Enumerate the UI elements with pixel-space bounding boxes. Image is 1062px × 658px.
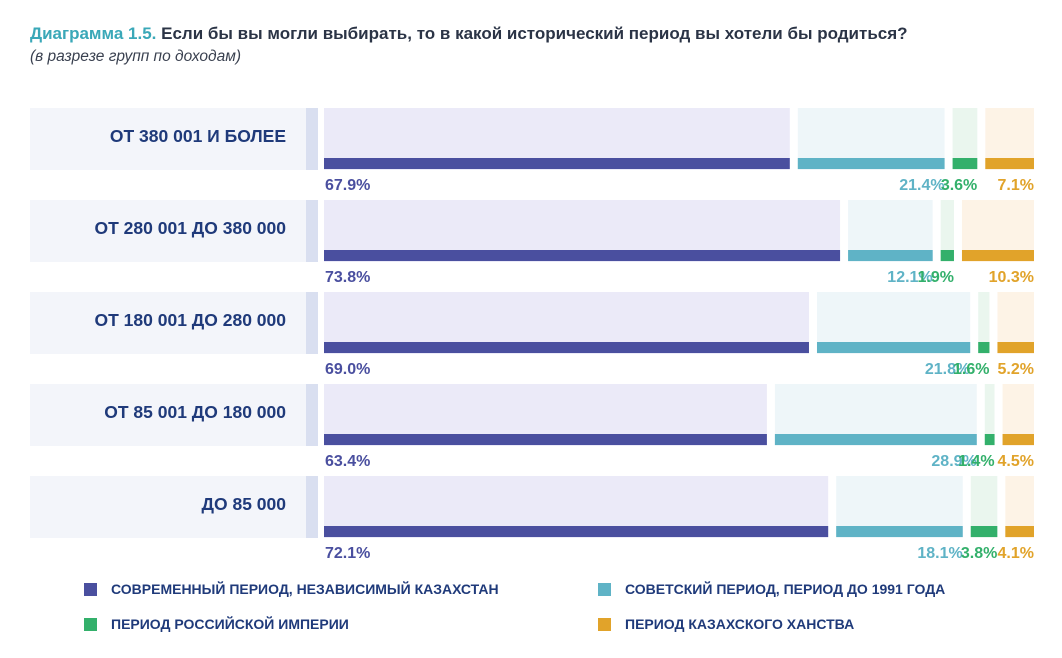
chart-number: Диаграмма 1.5. xyxy=(30,24,157,43)
data-label-soviet: 12.1% xyxy=(887,269,932,286)
data-label-modern: 69.0% xyxy=(325,361,370,378)
bar-soviet xyxy=(774,434,977,445)
category-label-bg xyxy=(30,292,306,354)
legend-item-modern: СОВРЕМЕННЫЙ ПЕРИОД, НЕЗАВИСИМЫЙ КАЗАХСТА… xyxy=(84,581,499,597)
category-label-bg xyxy=(30,384,306,446)
legend-label-kazakh-khanate: ПЕРИОД КАЗАХСКОГО ХАНСТВА xyxy=(625,616,855,632)
bar-kazakh-khanate xyxy=(985,158,1034,169)
legend-label-soviet: СОВЕТСКИЙ ПЕРИОД, ПЕРИОД ДО 1991 ГОДА xyxy=(625,581,946,597)
bar-russian-empire xyxy=(970,526,998,537)
data-label-soviet: 18.1% xyxy=(917,545,962,562)
bar-kazakh-khanate xyxy=(961,250,1034,261)
bar-soviet xyxy=(797,158,945,169)
bar-bg-russian-empire xyxy=(940,200,954,262)
data-label-russian-empire: 3.6% xyxy=(941,177,977,194)
bar-soviet xyxy=(816,342,971,353)
legend-item-russian-empire: ПЕРИОД РОССИЙСКОЙ ИМПЕРИИ xyxy=(84,616,349,632)
data-label-kazakh-khanate: 10.3% xyxy=(989,269,1034,286)
category-separator xyxy=(306,200,318,262)
bar-modern xyxy=(324,342,809,353)
data-label-soviet: 21.8% xyxy=(925,361,970,378)
bar-bg-russian-empire xyxy=(984,384,995,446)
category-label-bg xyxy=(30,108,306,170)
data-label-kazakh-khanate: 5.2% xyxy=(998,361,1034,378)
category-label-bg xyxy=(30,200,306,262)
category-label: ДО 85 000 xyxy=(202,494,287,514)
data-label-russian-empire: 1.4% xyxy=(958,453,994,470)
legend-item-kazakh-khanate: ПЕРИОД КАЗАХСКОГО ХАНСТВА xyxy=(598,616,854,632)
data-label-kazakh-khanate: 4.5% xyxy=(998,453,1034,470)
category-label: ОТ 280 001 ДО 380 000 xyxy=(95,218,287,238)
data-label-soviet: 28.9% xyxy=(931,453,976,470)
category-label: ОТ 380 001 И БОЛЕЕ xyxy=(110,126,286,146)
category-separator xyxy=(306,476,318,538)
bar-kazakh-khanate xyxy=(1002,434,1034,445)
data-label-modern: 67.9% xyxy=(325,177,370,194)
bar-modern xyxy=(324,250,841,261)
category-separator xyxy=(306,108,318,170)
legend-label-russian-empire: ПЕРИОД РОССИЙСКОЙ ИМПЕРИИ xyxy=(111,616,349,632)
bar-modern xyxy=(324,434,767,445)
chart-question: Если бы вы могли выбирать, то в какой ис… xyxy=(161,24,908,43)
category-separator xyxy=(306,384,318,446)
legend-item-soviet: СОВЕТСКИЙ ПЕРИОД, ПЕРИОД ДО 1991 ГОДА xyxy=(598,581,945,597)
bar-russian-empire xyxy=(978,342,990,353)
bar-bg-russian-empire xyxy=(978,292,990,354)
data-label-russian-empire: 1.6% xyxy=(953,361,989,378)
category-label: ОТ 180 001 ДО 280 000 xyxy=(95,310,287,330)
bar-russian-empire xyxy=(984,434,995,445)
data-label-modern: 63.4% xyxy=(325,453,370,470)
data-label-kazakh-khanate: 7.1% xyxy=(998,177,1034,194)
data-label-russian-empire: 3.8% xyxy=(961,545,997,562)
legend-swatch-modern xyxy=(84,582,97,596)
data-label-modern: 73.8% xyxy=(325,269,370,286)
legend-label-modern: СОВРЕМЕННЫЙ ПЕРИОД, НЕЗАВИСИМЫЙ КАЗАХСТА… xyxy=(111,581,499,597)
bar-modern xyxy=(324,158,790,169)
category-label: ОТ 85 001 ДО 180 000 xyxy=(104,402,286,422)
legend-swatch-soviet xyxy=(598,582,611,596)
bar-modern xyxy=(324,526,829,537)
stacked-bar-chart: ОТ 380 001 И БОЛЕЕ 67.9% 21.4%3.6% 7.1% ОТ 2… xyxy=(30,108,1034,562)
category-label-bg xyxy=(30,476,306,538)
bar-kazakh-khanate xyxy=(1005,526,1034,537)
data-label-kazakh-khanate: 4.1% xyxy=(998,545,1034,562)
data-label-russian-empire: 1.9% xyxy=(918,269,954,286)
legend-swatch-kazakh-khanate xyxy=(598,617,611,631)
chart-title: Диаграмма 1.5. Если бы вы могли выбирать… xyxy=(30,24,908,44)
bar-soviet xyxy=(836,526,963,537)
data-label-soviet: 21.4% xyxy=(899,177,944,194)
bar-soviet xyxy=(848,250,933,261)
chart-subtitle: (в разрезе групп по доходам) xyxy=(30,48,242,65)
legend-swatch-russian-empire xyxy=(84,617,97,631)
bar-russian-empire xyxy=(952,158,978,169)
bar-russian-empire xyxy=(940,250,954,261)
bar-kazakh-khanate xyxy=(997,342,1034,353)
category-separator xyxy=(306,292,318,354)
data-label-modern: 72.1% xyxy=(325,545,370,562)
